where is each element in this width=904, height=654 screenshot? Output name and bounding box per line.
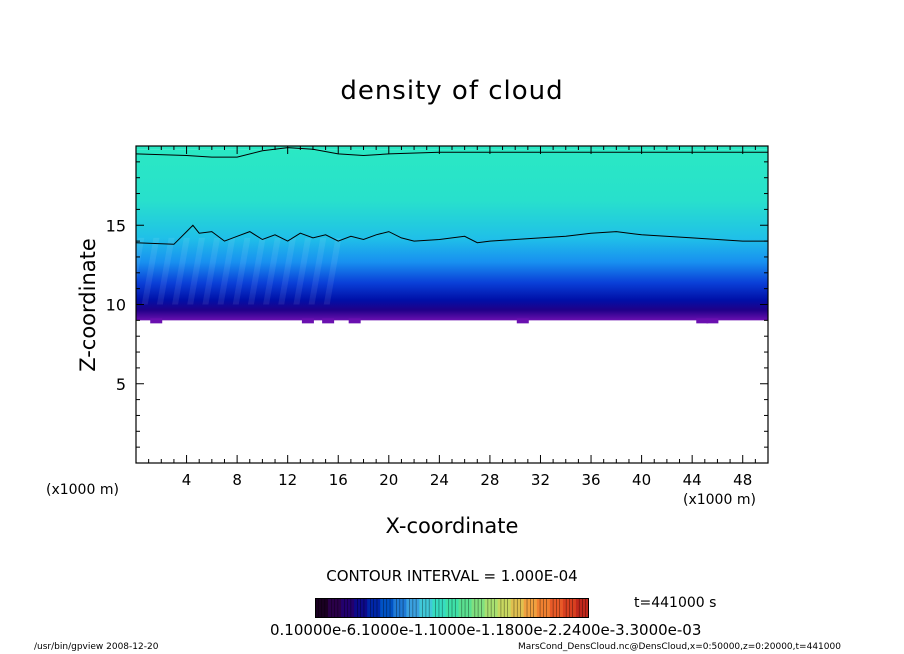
wave-streak xyxy=(247,237,266,305)
cloud-layer xyxy=(136,149,768,321)
x-tick-label: 4 xyxy=(182,471,192,489)
contour-line xyxy=(135,224,768,245)
colorbar xyxy=(315,598,589,618)
y-tick-label: 15 xyxy=(106,216,126,235)
x-tick-label: 12 xyxy=(278,471,297,489)
cloud-base-bump xyxy=(322,318,335,324)
x-tick-label: 28 xyxy=(480,471,499,489)
colorbar-tick-labels: 0.10000e-6.1000e-1.1000e-1.1800e-2.2400e… xyxy=(270,621,702,639)
wave-streak xyxy=(141,237,160,305)
x-unit-left: (x1000 m) xyxy=(46,482,119,498)
x-tick-label: 40 xyxy=(632,471,651,489)
y-tick-label: 10 xyxy=(106,296,126,315)
wave-streak xyxy=(217,237,236,305)
y-axis-label: Z-coordinate xyxy=(76,238,100,372)
wave-streak xyxy=(156,237,175,305)
x-tick-label: 20 xyxy=(379,471,398,489)
wave-streak xyxy=(172,237,190,305)
density-field xyxy=(126,146,768,324)
x-unit-right: (x1000 m) xyxy=(683,492,756,508)
wave-streak xyxy=(187,237,205,305)
wave-streak xyxy=(263,237,281,305)
colorbar-frame xyxy=(315,598,589,618)
cloud-base-bump xyxy=(516,318,529,324)
cloud-base-bump xyxy=(150,318,163,324)
wave-streak xyxy=(293,237,312,305)
x-tick-label: 8 xyxy=(232,471,242,489)
cloud-base-bump xyxy=(696,318,709,324)
y-tick-label: 5 xyxy=(116,375,126,394)
chart-title: density of cloud xyxy=(340,76,564,106)
x-axis-label: X-coordinate xyxy=(385,514,519,538)
x-tick-label: 48 xyxy=(733,471,752,489)
x-tick-label: 32 xyxy=(531,471,550,489)
x-tick-label: 44 xyxy=(683,471,702,489)
footer-file-info: MarsCond_DensCloud.nc@DensCloud,x=0:5000… xyxy=(518,642,841,652)
x-tick-label: 36 xyxy=(581,471,600,489)
cloud-base-bump xyxy=(348,318,361,324)
contour-line xyxy=(135,147,768,158)
wave-streak xyxy=(278,237,296,305)
y-axis: 5 10 15 xyxy=(106,161,768,448)
x-tick-label: 24 xyxy=(430,471,449,489)
time-label: t=441000 s xyxy=(634,595,717,611)
wave-streak xyxy=(323,237,342,305)
wave-streak xyxy=(308,237,327,305)
contour-lines xyxy=(135,147,768,245)
x-tick-label: 16 xyxy=(329,471,348,489)
cloud-base-bump xyxy=(706,318,719,324)
wave-streak xyxy=(232,237,251,305)
cloud-base-bump xyxy=(301,318,314,324)
contour-interval-label: CONTOUR INTERVAL = 1.000E-04 xyxy=(326,567,578,585)
footer-program-date: /usr/bin/gpview 2008-12-20 xyxy=(34,642,159,652)
x-axis: 4 8 12 16 20 24 28 32 36 40 44 48 xyxy=(148,146,756,489)
wave-streak xyxy=(202,237,221,305)
